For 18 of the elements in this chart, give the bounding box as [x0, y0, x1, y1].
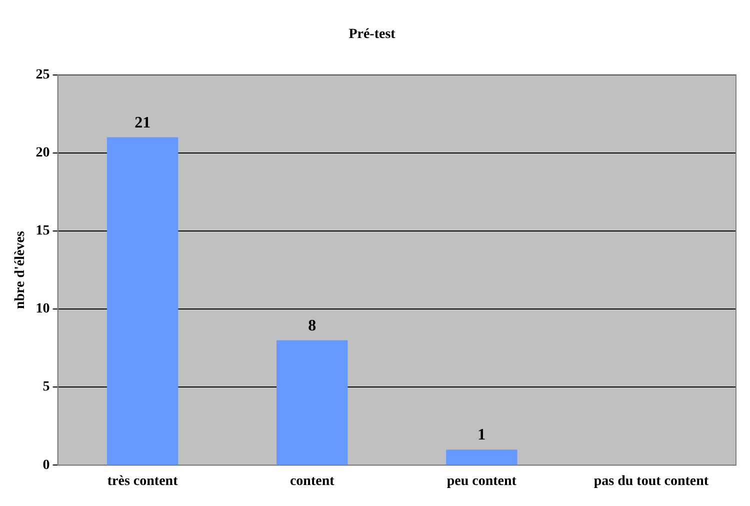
data-label: 8: [308, 317, 316, 334]
y-tick-label: 0: [42, 458, 50, 473]
y-tick-label: 25: [36, 67, 50, 82]
x-tick-label: content: [290, 474, 335, 490]
x-tick-label: peu content: [446, 474, 517, 490]
y-tick-label: 10: [36, 302, 50, 317]
y-tick-label: 20: [36, 145, 50, 160]
data-label: 21: [134, 114, 151, 132]
chart-title: Pré-test: [348, 27, 396, 42]
y-tick-label: 5: [42, 380, 50, 395]
y-tick-label: 15: [36, 224, 50, 239]
bar: [276, 340, 348, 465]
x-tick-label: très content: [107, 474, 178, 490]
data-label: 1: [478, 426, 486, 444]
y-axis-title: nbre d'élèves: [13, 230, 28, 309]
bar: [446, 450, 518, 465]
x-tick-label: pas du tout content: [594, 474, 709, 490]
bar: [106, 137, 178, 465]
